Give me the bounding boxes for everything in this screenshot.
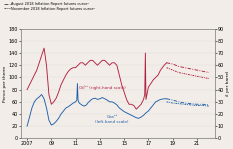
Y-axis label: Pence per therm: Pence per therm (3, 65, 7, 102)
Legend: August 2018 Inflation Report futures curveᵃ, November 2018 Inflation Report futu: August 2018 Inflation Report futures cur… (4, 2, 95, 11)
Text: Gasᵃ³
(left-hand scale): Gasᵃ³ (left-hand scale) (95, 115, 129, 124)
Y-axis label: £ per barrel: £ per barrel (226, 71, 230, 96)
Text: Oilᵇ³ (right-hand scale): Oilᵇ³ (right-hand scale) (79, 85, 126, 90)
